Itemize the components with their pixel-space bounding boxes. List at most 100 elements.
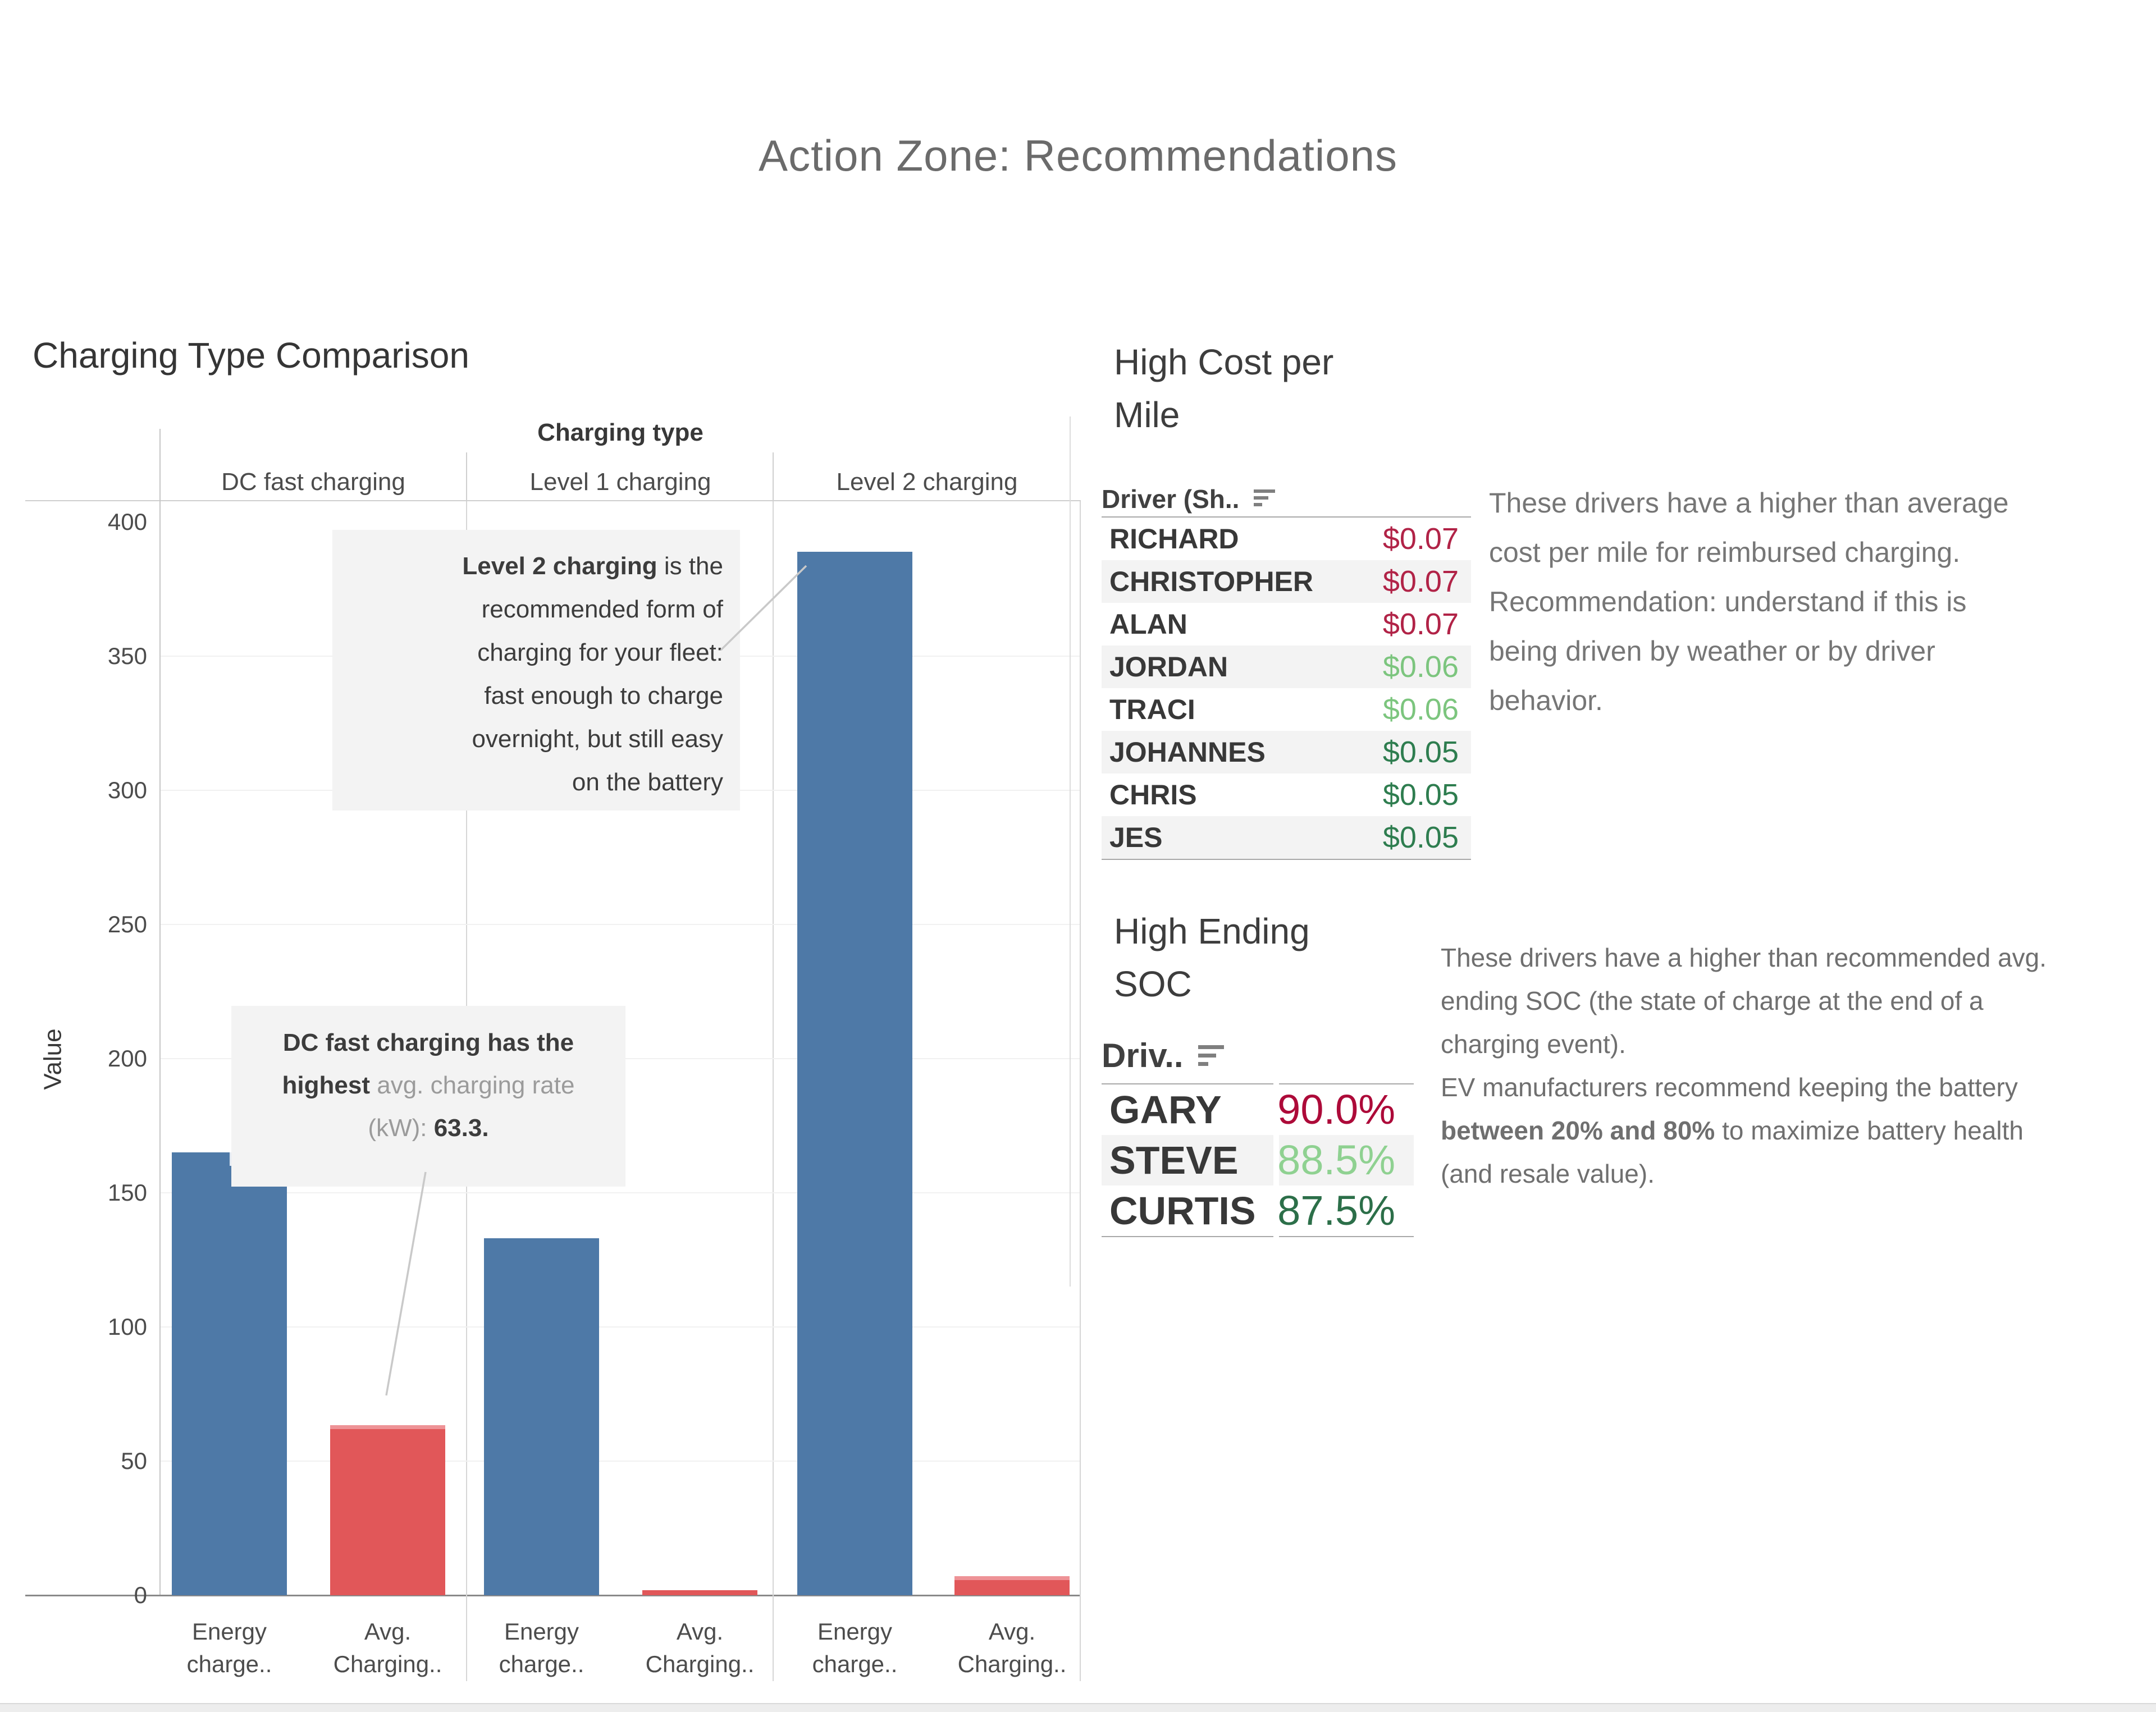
text-segment: on the battery — [572, 768, 723, 796]
text-segment: between 20% and 80% — [1441, 1116, 1715, 1145]
driver-name: JES — [1109, 822, 1163, 853]
bar-energy-charged[interactable] — [172, 1166, 287, 1595]
driver-value: $0.07 — [1382, 522, 1459, 556]
driver-name: ALAN — [1109, 608, 1187, 640]
table-row[interactable]: CHRIS $0.05 — [1102, 773, 1471, 816]
table-row[interactable]: CHRISTOPHER $0.07 — [1102, 560, 1471, 603]
sort-descending-icon[interactable] — [1254, 489, 1276, 506]
y-tick-label: 200 — [107, 1045, 147, 1072]
soc-table-header-label[interactable]: Driv.. — [1102, 1037, 1184, 1074]
next-section-strip — [0, 1703, 2156, 1712]
bar-avg-charging-rate-cap — [954, 1576, 1070, 1581]
driver-value: 88.5% — [1277, 1137, 1395, 1183]
soc-note-line: ending SOC (the state of charge at the e… — [1441, 979, 2047, 1023]
header-tick-2 — [773, 452, 774, 501]
driver-value: 90.0% — [1277, 1086, 1395, 1133]
table-row-shade — [1102, 816, 1471, 859]
cost-table-title: High Cost per Mile — [1114, 342, 1334, 435]
driver-value: $0.05 — [1382, 778, 1459, 812]
table-row[interactable]: JORDAN $0.06 — [1102, 646, 1471, 688]
text-segment: (and resale value). — [1441, 1159, 1655, 1188]
bar-energy-charged-step[interactable] — [172, 1152, 230, 1166]
bar-label: Energy charge.. — [812, 1618, 898, 1677]
panel-divider — [1070, 416, 1071, 1287]
bar-energy-charged[interactable] — [797, 551, 912, 1595]
y-tick-label: 50 — [121, 1448, 147, 1474]
leader-line-dcfast — [385, 1171, 427, 1396]
table-row[interactable]: JOHANNES $0.05 — [1102, 731, 1471, 773]
bar-avg-charging-rate-cap — [330, 1425, 445, 1430]
bar-label: Energy charge.. — [186, 1618, 272, 1677]
table-row-shade — [1102, 560, 1471, 603]
cost-table-bottom-border — [1102, 859, 1471, 860]
driver-name: CHRIS — [1109, 779, 1197, 811]
text-segment: highest — [282, 1072, 377, 1099]
driver-value: $0.05 — [1382, 821, 1459, 854]
bar-label: Avg. Charging.. — [333, 1618, 442, 1677]
table-row[interactable]: TRACI $0.06 — [1102, 688, 1471, 731]
cost-note-text: These drivers have a higher than average… — [1489, 487, 2009, 716]
annotation-line: overnight, but still easy — [332, 717, 723, 761]
table-row[interactable]: ALAN $0.07 — [1102, 603, 1471, 646]
gridline-50 — [161, 1461, 1080, 1462]
y-tick-label: 0 — [134, 1582, 147, 1608]
annotation-line: recommended form of — [332, 588, 723, 631]
y-axis-line — [159, 429, 161, 1595]
y-tick-label: 250 — [107, 911, 147, 937]
bar-avg-charging-rate[interactable] — [642, 1590, 757, 1595]
bar-energy-charged[interactable] — [484, 1238, 599, 1595]
driver-value: $0.05 — [1382, 735, 1459, 769]
leader-line-level2 — [720, 565, 807, 651]
text-segment: recommended form of — [481, 596, 723, 623]
soc-table-bottom-border-left — [1102, 1236, 1273, 1237]
driver-name: CHRISTOPHER — [1109, 566, 1314, 597]
soc-table-title: High Ending SOC — [1114, 911, 1310, 1004]
table-row[interactable]: JES $0.05 — [1102, 816, 1471, 859]
text-segment: DC fast charging has the — [282, 1029, 574, 1056]
soc-note-line: charging event). — [1441, 1023, 2047, 1066]
header-tick-1 — [466, 452, 467, 501]
bar-avg-charging-rate[interactable] — [330, 1425, 445, 1595]
text-segment: EV manufacturers recommend keeping the b… — [1441, 1073, 2018, 1102]
annotation-line: fast enough to charge — [332, 674, 723, 717]
column-label: Level 1 charging — [529, 468, 711, 496]
column-axis-title: Charging type — [537, 419, 704, 446]
cost-table-header-label[interactable]: Driver (Sh.. — [1102, 484, 1240, 514]
column-label: DC fast charging — [221, 468, 405, 496]
soc-table-header-underline-right — [1279, 1083, 1414, 1084]
cost-table-header[interactable]: Driver (Sh.. — [1102, 484, 1276, 514]
soc-note-line: between 20% and 80% to maximize battery … — [1441, 1109, 2047, 1152]
text-segment: avg. charging rate — [377, 1072, 575, 1099]
x-axis-baseline — [25, 1595, 1081, 1596]
text-segment: charging event). — [1441, 1029, 1626, 1059]
y-tick-label: 100 — [107, 1313, 147, 1340]
text-segment: (kW): — [368, 1114, 434, 1142]
text-segment: ending SOC (the state of charge at the e… — [1441, 986, 1984, 1015]
page-title: Action Zone: Recommendations — [759, 131, 1397, 180]
soc-table-bottom-border-right — [1279, 1236, 1414, 1237]
annotation-dc-fast-charging: DC fast charging has the highest avg. cha… — [231, 1006, 625, 1187]
annotation-line: highest avg. charging rate — [231, 1064, 625, 1107]
annotation-level2-charging: Level 2 charging is the recommended form … — [332, 530, 740, 811]
driver-name: STEVE — [1109, 1138, 1239, 1182]
table-row[interactable]: STEVE 88.5% — [1102, 1135, 1414, 1185]
y-tick-label: 150 — [107, 1179, 147, 1206]
table-row[interactable]: RICHARD $0.07 — [1102, 518, 1471, 560]
chart-title: Charging Type Comparison — [33, 335, 469, 376]
table-row[interactable]: GARY 90.0% — [1102, 1084, 1414, 1135]
driver-value: $0.06 — [1382, 693, 1459, 726]
plot-right-border — [1080, 501, 1081, 1681]
y-tick-label: 300 — [107, 777, 147, 803]
text-segment: overnight, but still easy — [472, 725, 723, 753]
soc-note-line: EV manufacturers recommend keeping the b… — [1441, 1066, 2047, 1109]
soc-note-text: These drivers have a higher than recomme… — [1441, 936, 2047, 1196]
table-row-shade — [1102, 731, 1471, 773]
driver-value: 87.5% — [1277, 1187, 1395, 1234]
y-tick-label: 400 — [107, 509, 147, 535]
annotation-line: Level 2 charging is the — [332, 544, 723, 588]
table-row[interactable]: CURTIS 87.5% — [1102, 1185, 1414, 1236]
soc-table-header[interactable]: Driv.. — [1102, 1036, 1224, 1075]
text-segment: Level 2 charging — [462, 552, 657, 580]
sort-descending-icon[interactable] — [1198, 1045, 1224, 1066]
